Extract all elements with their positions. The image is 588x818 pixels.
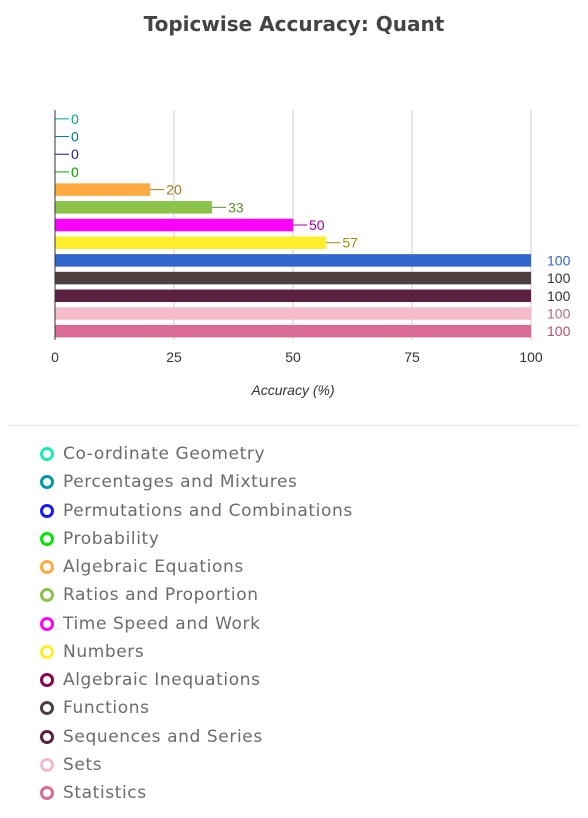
bar[interactable] xyxy=(55,271,531,285)
x-tick-label: 25 xyxy=(166,349,182,365)
data-label: 100 xyxy=(547,323,571,339)
legend: Co-ordinate Geometry Percentages and Mixt… xyxy=(40,440,353,807)
legend-label: Functions xyxy=(63,698,150,719)
legend-marker-icon xyxy=(40,475,54,490)
x-axis-title: Accuracy (%) xyxy=(250,382,334,398)
legend-item[interactable]: Co-ordinate Geometry xyxy=(40,440,353,468)
legend-item[interactable]: Numbers xyxy=(40,638,353,666)
data-label: 100 xyxy=(547,288,571,304)
legend-marker-icon xyxy=(40,531,54,546)
legend-item[interactable]: Sets xyxy=(40,751,353,779)
legend-label: Probability xyxy=(63,528,160,549)
data-label: 100 xyxy=(547,305,571,321)
legend-label: Sets xyxy=(63,754,103,775)
legend-label: Permutations and Combinations xyxy=(63,500,353,521)
legend-marker-icon xyxy=(40,588,54,603)
legend-label: Numbers xyxy=(63,641,145,662)
data-label: 50 xyxy=(309,217,325,233)
data-label: 0 xyxy=(71,129,79,145)
legend-item[interactable]: Sequences and Series xyxy=(40,723,353,751)
chart-title: Topicwise Accuracy: Quant xyxy=(143,12,445,36)
data-label: 0 xyxy=(71,111,79,127)
legend-marker-icon xyxy=(40,757,54,772)
legend-item[interactable]: Percentages and Mixtures xyxy=(40,468,353,496)
legend-label: Percentages and Mixtures xyxy=(63,472,298,493)
bar[interactable] xyxy=(55,289,531,303)
data-label: 20 xyxy=(166,182,182,198)
legend-item[interactable]: Probability xyxy=(40,525,353,553)
legend-marker-icon xyxy=(40,701,54,716)
legend-marker-icon xyxy=(40,560,54,575)
bars xyxy=(55,183,531,338)
bar[interactable] xyxy=(55,236,327,249)
legend-item[interactable]: Time Speed and Work xyxy=(40,610,353,638)
bar[interactable] xyxy=(55,218,293,232)
x-tick-label: 100 xyxy=(519,349,543,365)
legend-marker-icon xyxy=(40,673,54,688)
data-label: 100 xyxy=(547,252,571,268)
legend-label: Algebraic Inequations xyxy=(63,670,261,691)
legend-marker-icon xyxy=(40,447,54,462)
legend-label: Ratios and Proportion xyxy=(63,585,259,606)
legend-divider xyxy=(8,425,578,426)
x-axis-ticks: 0 25 50 75 100 xyxy=(51,349,543,365)
data-label: 0 xyxy=(71,146,79,162)
legend-label: Algebraic Equations xyxy=(63,557,244,578)
legend-label: Co-ordinate Geometry xyxy=(63,444,266,465)
legend-item[interactable]: Algebraic Inequations xyxy=(40,666,353,694)
data-label: 33 xyxy=(228,199,244,215)
label-connectors xyxy=(55,118,341,244)
legend-item[interactable]: Permutations and Combinations xyxy=(40,497,353,525)
legend-marker-icon xyxy=(40,616,54,631)
bar[interactable] xyxy=(55,307,531,320)
legend-item[interactable]: Algebraic Equations xyxy=(40,553,353,581)
bar[interactable] xyxy=(55,254,531,267)
legend-marker-icon xyxy=(40,729,54,744)
legend-item[interactable]: Functions xyxy=(40,694,353,722)
legend-marker-icon xyxy=(40,644,54,659)
x-tick-label: 75 xyxy=(404,349,420,365)
legend-item[interactable]: Ratios and Proportion xyxy=(40,581,353,609)
bar[interactable] xyxy=(55,183,151,196)
legend-label: Statistics xyxy=(63,783,147,804)
data-label: 57 xyxy=(342,235,358,251)
x-tick-label: 0 xyxy=(51,349,59,365)
legend-marker-icon xyxy=(40,503,54,518)
data-label: 0 xyxy=(71,164,79,180)
legend-marker-icon xyxy=(40,786,54,801)
bar[interactable] xyxy=(55,201,213,214)
bar[interactable] xyxy=(55,324,531,338)
legend-label: Time Speed and Work xyxy=(63,613,261,634)
legend-label: Sequences and Series xyxy=(63,726,263,747)
data-label: 100 xyxy=(547,270,571,286)
x-tick-label: 50 xyxy=(285,349,301,365)
legend-item[interactable]: Statistics xyxy=(40,779,353,807)
